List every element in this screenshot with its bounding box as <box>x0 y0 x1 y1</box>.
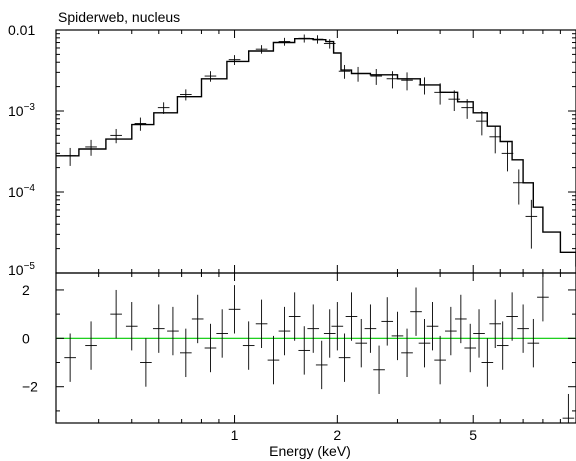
residual-points <box>64 273 575 423</box>
residual-point <box>418 318 431 368</box>
data-point <box>501 141 514 172</box>
residual-point <box>278 306 291 356</box>
residual-point <box>426 302 439 351</box>
y-tick-label: 10−5 <box>8 261 35 278</box>
data-point <box>228 55 241 65</box>
residual-point <box>216 309 228 358</box>
residual-point <box>338 333 351 382</box>
y-tick-label: 10−4 <box>8 183 35 200</box>
residual-point <box>180 328 192 378</box>
residual-point <box>204 323 217 373</box>
data-point <box>525 199 538 249</box>
residual-point <box>562 393 575 423</box>
residual-point <box>167 306 179 356</box>
data-point <box>157 102 170 114</box>
y-tick-label: −2 <box>22 379 38 395</box>
residual-point <box>506 292 518 341</box>
spectrum-data-points <box>64 34 538 249</box>
data-point <box>180 89 192 101</box>
data-point <box>204 71 217 82</box>
data-point <box>370 69 383 85</box>
x-tick-label: 2 <box>333 427 341 443</box>
residual-point <box>345 292 358 341</box>
residual-point <box>445 306 457 356</box>
residual-point <box>489 299 502 348</box>
data-point <box>448 90 461 111</box>
residual-point <box>464 323 477 373</box>
residual-point <box>110 289 122 339</box>
residual-point <box>242 321 255 370</box>
residual-point <box>434 335 446 385</box>
residual-point <box>140 338 152 387</box>
residual-point <box>373 345 385 394</box>
y-tick-label: 10−3 <box>8 102 35 119</box>
x-tick-labels: 1 2 5 <box>231 427 478 443</box>
residual-point <box>517 304 529 353</box>
residual-point <box>152 304 165 353</box>
residual-point <box>381 297 394 346</box>
residual-point <box>401 328 413 378</box>
data-point <box>401 72 413 91</box>
residual-point <box>85 321 97 370</box>
residual-point <box>481 338 494 387</box>
spectrum-y-ticks: 0.01 10−3 10−4 10−5 <box>8 22 576 278</box>
y-tick-label: 0.01 <box>8 22 35 38</box>
chart-title: Spiderweb, nucleus <box>58 9 180 25</box>
residual-point <box>315 340 328 390</box>
data-point <box>352 66 364 82</box>
residual-point <box>267 335 280 385</box>
residual-point <box>125 302 138 351</box>
x-tick-label: 1 <box>231 427 239 443</box>
residual-y-ticks: 2 0 −2 <box>22 282 576 412</box>
model-curve <box>56 38 576 267</box>
residual-point <box>298 326 311 375</box>
residual-point <box>364 304 377 353</box>
residual-frame <box>55 272 576 424</box>
data-point <box>110 128 122 144</box>
y-tick-label: 0 <box>22 330 30 346</box>
residual-point <box>228 285 241 334</box>
residual-point <box>410 287 422 336</box>
x-tick-label: 5 <box>469 427 477 443</box>
residual-point <box>537 273 549 322</box>
residual-point <box>323 309 336 358</box>
spectrum-x-ticks <box>55 30 576 273</box>
residual-point <box>288 292 301 341</box>
x-axis-label: Energy (keV) <box>269 443 351 459</box>
y-tick-label: 2 <box>22 282 30 298</box>
residual-point <box>473 309 485 358</box>
data-point <box>386 71 399 89</box>
spectrum-frame <box>55 29 576 274</box>
data-point <box>476 111 488 136</box>
data-point <box>255 45 268 54</box>
data-point <box>85 139 97 156</box>
data-point <box>338 64 351 79</box>
data-point <box>64 147 76 166</box>
residual-point <box>455 294 467 344</box>
residual-panel: 2 0 −2 <box>22 272 576 424</box>
residual-point <box>64 333 76 382</box>
residual-point <box>391 311 404 361</box>
residual-point <box>331 302 344 351</box>
data-point <box>489 125 502 154</box>
spectrum-panel: 0.01 10−3 10−4 10−5 <box>8 22 576 278</box>
data-point <box>278 37 291 46</box>
residual-point <box>255 299 268 348</box>
residual-x-ticks <box>55 273 576 423</box>
residual-point <box>191 294 204 344</box>
residual-point <box>527 318 540 368</box>
residual-point <box>307 304 320 353</box>
residual-point <box>496 321 509 370</box>
residual-point <box>355 318 368 368</box>
